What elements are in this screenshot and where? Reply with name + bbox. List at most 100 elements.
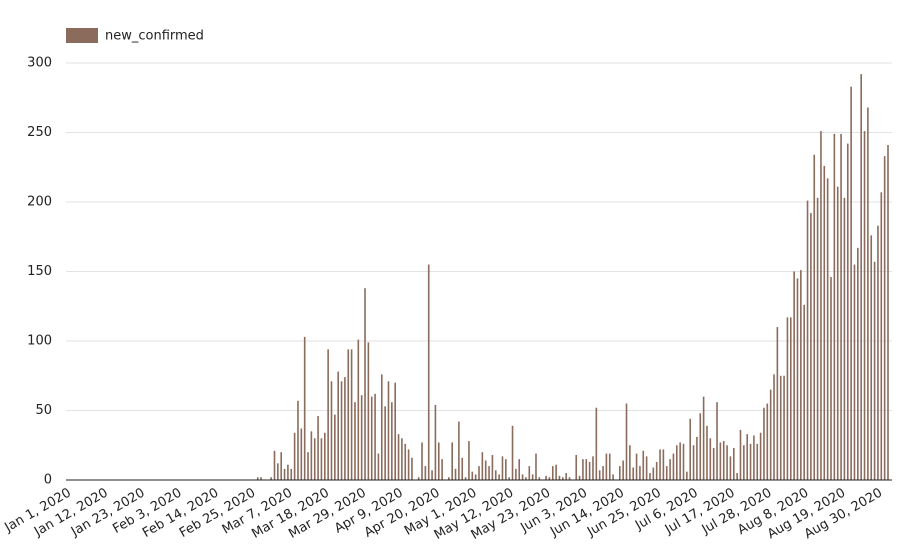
y-tick-label: 50 xyxy=(35,403,52,418)
bar xyxy=(518,459,521,480)
bar xyxy=(857,247,859,480)
bar xyxy=(437,442,440,480)
bar xyxy=(612,474,614,480)
bar xyxy=(374,393,376,480)
bar xyxy=(860,74,862,481)
bar xyxy=(726,445,728,480)
bar xyxy=(655,461,658,480)
bar xyxy=(283,468,286,480)
bar xyxy=(639,466,641,480)
bar xyxy=(753,435,755,480)
bar xyxy=(652,467,655,480)
bar xyxy=(588,461,591,480)
bar xyxy=(692,445,695,480)
bar xyxy=(505,459,507,480)
bar xyxy=(273,450,276,480)
bar xyxy=(293,432,296,480)
bar xyxy=(334,414,336,480)
y-tick-label: 100 xyxy=(27,334,52,349)
bar xyxy=(665,466,668,480)
bar xyxy=(803,304,805,480)
bar xyxy=(863,131,866,481)
bar xyxy=(675,445,678,480)
bar xyxy=(712,448,715,480)
bar xyxy=(367,342,370,480)
bar xyxy=(451,442,453,480)
bar xyxy=(468,441,470,480)
bar xyxy=(642,450,645,480)
bar xyxy=(287,464,289,480)
bar xyxy=(756,443,759,480)
bar xyxy=(394,382,396,480)
bar xyxy=(508,477,510,480)
bar xyxy=(464,477,467,480)
bar xyxy=(769,389,772,480)
y-tick-label: 150 xyxy=(27,264,52,279)
bar xyxy=(461,457,464,480)
bar xyxy=(364,288,366,480)
bar xyxy=(313,438,316,480)
bar xyxy=(377,453,380,480)
bar xyxy=(535,453,537,480)
bar xyxy=(491,454,494,480)
bar xyxy=(384,406,386,480)
bar xyxy=(498,474,500,480)
bar xyxy=(659,449,661,480)
bar xyxy=(789,317,792,480)
y-tick-label: 250 xyxy=(27,125,52,140)
bar xyxy=(347,349,350,480)
bar xyxy=(380,374,383,480)
bar xyxy=(404,443,407,480)
bar xyxy=(357,339,360,480)
bar xyxy=(337,371,339,480)
bar xyxy=(327,349,329,480)
bar xyxy=(350,349,353,480)
bar xyxy=(608,453,611,480)
bar xyxy=(870,235,873,480)
bar xyxy=(622,460,624,480)
bar xyxy=(739,429,742,480)
bar xyxy=(696,436,698,480)
bar xyxy=(836,186,839,480)
bar xyxy=(397,434,400,480)
bar xyxy=(387,381,390,480)
bar xyxy=(743,445,745,480)
bar xyxy=(478,466,480,480)
bar xyxy=(749,443,752,480)
bar xyxy=(424,466,427,480)
bar xyxy=(558,475,561,480)
bar xyxy=(887,145,889,480)
bar xyxy=(645,456,648,480)
bar xyxy=(323,432,326,480)
bar xyxy=(551,466,554,480)
bar xyxy=(629,445,631,480)
bar xyxy=(575,454,578,480)
bar xyxy=(307,452,309,480)
bar xyxy=(340,381,343,480)
bar xyxy=(649,473,651,480)
bar xyxy=(531,474,534,480)
bar xyxy=(562,477,564,480)
bar xyxy=(310,431,313,480)
bar xyxy=(484,460,487,480)
bar xyxy=(370,396,373,480)
bar xyxy=(883,156,886,480)
bar xyxy=(280,452,283,480)
bar xyxy=(786,317,789,480)
bar xyxy=(488,466,490,480)
bar xyxy=(793,271,795,480)
bar xyxy=(732,448,735,480)
bar xyxy=(853,264,856,480)
bar xyxy=(810,213,812,480)
bar xyxy=(602,466,604,480)
bar xyxy=(565,473,567,480)
bar xyxy=(525,477,527,480)
bar xyxy=(474,474,477,480)
bar xyxy=(746,434,748,480)
bar xyxy=(481,452,484,480)
bar xyxy=(806,200,809,481)
bar xyxy=(260,477,262,480)
bar xyxy=(800,270,802,480)
